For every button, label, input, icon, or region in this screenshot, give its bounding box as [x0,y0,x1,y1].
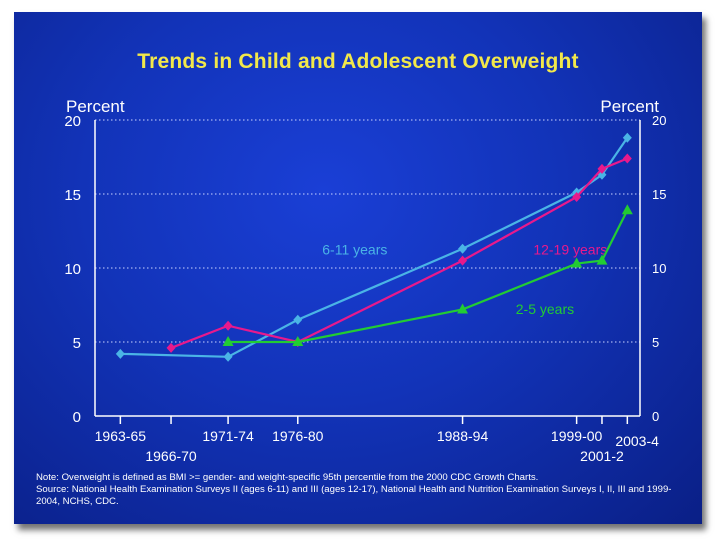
y-tick-label-right: 10 [652,261,666,276]
data-point-12-19-years [597,163,607,174]
x-tick-label: 1988-94 [437,428,489,444]
data-point-2-5-years [457,303,469,314]
series-label-6-11-years: 6-11 years [322,242,387,258]
y-tick-label-left: 0 [73,409,81,426]
y-axis-title-left: Percent [66,97,125,116]
x-tick-label: 1999-00 [551,428,603,444]
data-point-2-5-years [222,336,234,346]
data-point-6-11-years [293,314,303,325]
chart-title: Trends in Child and Adolescent Overweigh… [137,50,579,73]
data-point-12-19-years [223,320,233,331]
data-point-12-19-years [572,191,582,202]
y-tick-label-right: 0 [652,409,659,424]
series-line-2-5-years [228,209,629,344]
data-point-6-11-years [223,351,233,362]
data-point-12-19-years [458,255,468,266]
series-label-12-19-years: 12-19 years [533,242,607,258]
note-definition: Note: Overweight is defined as BMI >= ge… [36,472,539,483]
x-tick-label: 2003-4 [615,433,659,449]
y-tick-label-left: 5 [73,335,81,352]
note-source: Source: National Health Examination Surv… [36,484,672,507]
x-tick-label: 1971-74 [202,428,254,444]
y-tick-label-right: 5 [652,335,659,350]
data-point-6-11-years [115,348,125,359]
data-point-12-19-years [166,342,176,353]
data-point-2-5-years [571,257,583,268]
series-label-2-5-years: 2-5 years [516,301,574,317]
y-axis-title-right: Percent [600,97,659,116]
x-tick-label: 1966-70 [145,448,197,464]
x-tick-label: 1963-65 [95,428,147,444]
data-point-6-11-years [622,132,632,143]
y-tick-label-left: 20 [64,113,81,130]
y-tick-label-right: 20 [652,113,666,128]
data-point-6-11-years [458,243,468,254]
chart-notes: Note: Overweight is defined as BMI >= ge… [36,472,686,508]
data-point-2-5-years [621,204,633,215]
y-tick-label-left: 10 [64,261,81,278]
data-point-2-5-years [292,336,304,346]
y-tick-label-left: 15 [64,187,81,204]
x-tick-label: 1976-80 [272,428,324,444]
data-point-12-19-years [622,153,632,164]
x-tick-label: 2001-2 [580,448,624,464]
data-point-2-5-years [596,254,608,265]
y-tick-label-right: 15 [652,187,666,202]
